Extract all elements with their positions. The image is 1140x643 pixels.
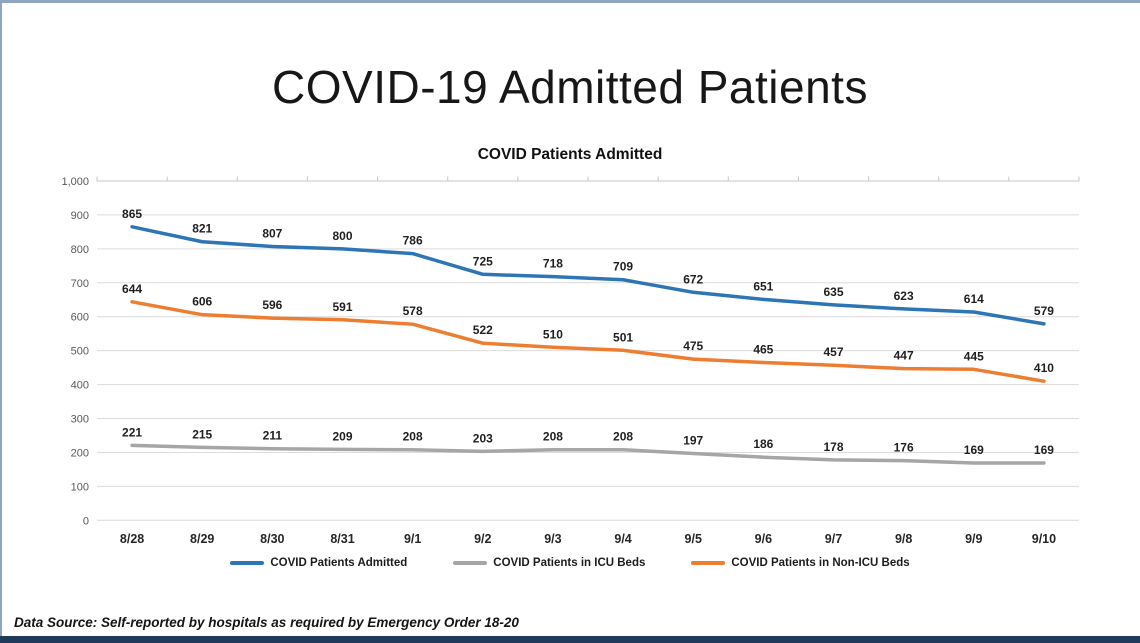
chart-title: COVID Patients Admitted bbox=[477, 146, 663, 163]
data-label: 186 bbox=[753, 437, 773, 451]
x-axis-label: 9/2 bbox=[474, 532, 491, 546]
data-label: 725 bbox=[473, 254, 493, 268]
y-axis-label: 800 bbox=[71, 244, 89, 256]
x-axis-label: 9/8 bbox=[895, 532, 912, 546]
data-label: 457 bbox=[823, 345, 843, 359]
page-left-border bbox=[0, 0, 2, 643]
legend-line-swatch bbox=[230, 561, 265, 565]
x-axis-label: 9/4 bbox=[614, 532, 631, 546]
y-axis-label: 200 bbox=[71, 447, 89, 459]
data-label: 208 bbox=[403, 430, 423, 444]
page-top-border bbox=[0, 0, 1140, 3]
legend-line-swatch bbox=[691, 561, 726, 565]
x-axis-label: 8/30 bbox=[260, 532, 284, 546]
y-axis-label: 600 bbox=[71, 312, 89, 324]
data-label: 169 bbox=[1034, 443, 1054, 457]
data-label: 510 bbox=[543, 327, 563, 341]
data-label: 221 bbox=[122, 425, 142, 439]
x-axis-label: 8/29 bbox=[190, 532, 214, 546]
data-source-note: Data Source: Self-reported by hospitals … bbox=[14, 615, 519, 630]
y-axis-label: 100 bbox=[71, 481, 89, 493]
data-label: 614 bbox=[964, 292, 984, 306]
data-label: 709 bbox=[613, 260, 633, 274]
x-axis-label: 9/10 bbox=[1032, 532, 1056, 546]
data-label: 169 bbox=[964, 443, 984, 457]
chart-legend: COVID Patients Admitted COVID Patients in… bbox=[0, 554, 1140, 572]
data-label: 807 bbox=[262, 226, 282, 240]
data-label: 197 bbox=[683, 433, 703, 447]
legend-label: COVID Patients in Non-ICU Beds bbox=[731, 557, 910, 569]
page-title: COVID-19 Admitted Patients bbox=[272, 61, 868, 113]
data-label: 465 bbox=[753, 343, 773, 357]
legend-item: COVID Patients Admitted bbox=[230, 557, 407, 569]
x-axis-label: 9/5 bbox=[685, 532, 702, 546]
data-label: 475 bbox=[683, 339, 703, 353]
legend-label: COVID Patients in ICU Beds bbox=[493, 557, 646, 569]
data-label: 578 bbox=[403, 304, 423, 318]
data-label: 501 bbox=[613, 330, 633, 344]
data-label: 821 bbox=[192, 222, 212, 236]
data-label: 865 bbox=[122, 207, 142, 221]
data-label: 203 bbox=[473, 431, 493, 445]
data-label: 178 bbox=[823, 440, 843, 454]
y-axis-label: 500 bbox=[71, 346, 89, 358]
x-axis-label: 9/9 bbox=[965, 532, 982, 546]
y-axis-label: 0 bbox=[83, 515, 89, 527]
y-axis-label: 300 bbox=[71, 414, 89, 426]
series-line bbox=[130, 443, 1046, 465]
data-label: 410 bbox=[1034, 361, 1054, 375]
x-axis-label: 9/6 bbox=[755, 532, 772, 546]
data-label: 579 bbox=[1034, 304, 1054, 318]
data-label: 786 bbox=[403, 234, 423, 248]
data-label: 718 bbox=[543, 257, 563, 271]
x-axis-label: 9/3 bbox=[544, 532, 561, 546]
data-label: 644 bbox=[122, 282, 142, 296]
data-label: 635 bbox=[823, 285, 843, 299]
x-axis-label: 9/1 bbox=[404, 532, 421, 546]
data-label: 623 bbox=[894, 289, 914, 303]
data-label: 209 bbox=[332, 429, 352, 443]
data-label: 215 bbox=[192, 427, 212, 441]
data-label: 522 bbox=[473, 323, 493, 337]
y-axis-label: 1,000 bbox=[61, 176, 89, 188]
y-axis-label: 900 bbox=[71, 210, 89, 222]
page-bottom-bar bbox=[0, 636, 1140, 643]
data-label: 800 bbox=[332, 229, 352, 243]
data-label: 447 bbox=[894, 349, 914, 363]
data-label: 606 bbox=[192, 295, 212, 309]
data-label: 176 bbox=[894, 441, 914, 455]
y-axis-label: 700 bbox=[71, 278, 89, 290]
data-label: 596 bbox=[262, 298, 282, 312]
legend-label: COVID Patients Admitted bbox=[270, 557, 408, 569]
x-axis-label: 8/31 bbox=[330, 532, 354, 546]
data-label: 445 bbox=[964, 349, 984, 363]
data-label: 591 bbox=[332, 300, 352, 314]
legend-item: COVID Patients in ICU Beds bbox=[453, 557, 645, 569]
data-label: 651 bbox=[753, 279, 773, 293]
data-label: 211 bbox=[263, 429, 283, 443]
series-line bbox=[130, 225, 1046, 326]
data-label: 208 bbox=[613, 430, 633, 444]
x-axis-label: 9/7 bbox=[825, 532, 842, 546]
legend-item: COVID Patients in Non-ICU Beds bbox=[691, 557, 910, 569]
x-axis-label: 8/28 bbox=[120, 532, 144, 546]
series-line bbox=[130, 300, 1046, 383]
data-label: 672 bbox=[683, 272, 703, 286]
data-label: 208 bbox=[543, 430, 563, 444]
y-axis-label: 400 bbox=[71, 380, 89, 392]
legend-line-swatch bbox=[453, 561, 488, 565]
